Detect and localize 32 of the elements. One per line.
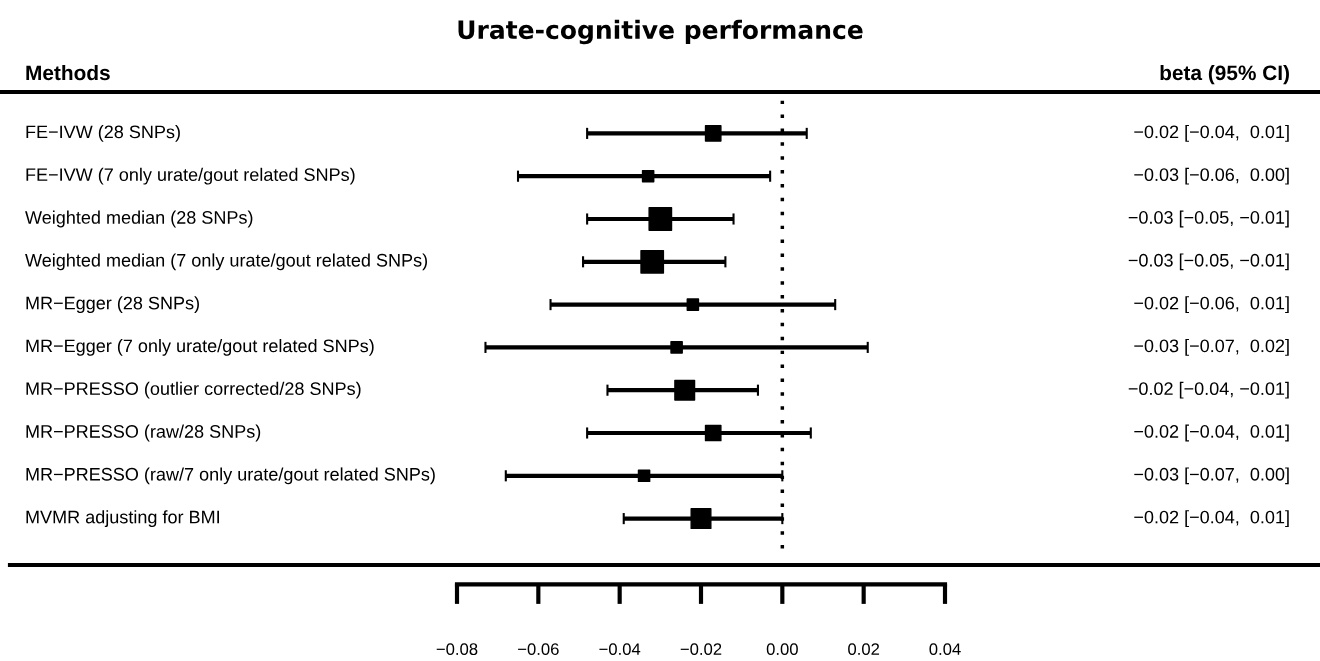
y-tick-label: MVMR adjusting for BMI [26,510,219,528]
y-tick-label: MR−PRESSO (raw/7 only urate/gout related SNPs) [26,467,435,485]
x-tick-label: −0.08 [436,643,478,656]
data-label: −0.03 [−0.07, 0.00] [1134,467,1289,485]
data-label: −0.02 [−0.04, −0.01] [1128,381,1289,399]
y-tick-label: Weighted median (7 only urate/gout related SNPs) [25,253,428,271]
data-label: −0.03 [−0.06, 0.00] [1134,167,1289,185]
data-label: −0.02 [−0.04, 0.01] [1134,424,1289,442]
y-tick-label: FE−IVW (7 only urate/gout related SNPs) [26,167,355,185]
text: beta (95% CI) [1160,64,1289,85]
data-label: −0.02 [−0.04, 0.01] [1134,124,1289,142]
point [704,125,722,142]
data-label: −0.03 [−0.05, −0.01] [1128,210,1289,228]
y-tick-label: MR−Egger (7 only urate/gout related SNPs) [26,338,374,356]
data-label: −0.02 [−0.06, 0.01] [1134,296,1289,314]
y-tick-label: MR−PRESSO (outlier corrected/28 SNPs) [26,381,361,399]
chart-title: Urate-cognitive performance [458,19,863,45]
text: Methods [26,64,110,81]
x-tick-label: −0.02 [680,643,722,656]
x-tick-label: 0.04 [929,643,961,656]
x-tick-label: −0.06 [518,643,559,656]
point [704,424,722,442]
x-tick-label: −0.04 [599,643,641,656]
y-tick-label: Weighted median (28 SNPs) [25,210,253,228]
data-label: −0.02 [−0.04, 0.01] [1134,510,1289,528]
y-tick-label: MR−PRESSO (raw/28 SNPs) [26,424,261,442]
data-label: −0.03 [−0.05, −0.01] [1128,253,1289,271]
x-tick-label: 0.00 [766,643,798,656]
y-tick-label: MR−Egger (28 SNPs) [26,296,199,314]
data-label: −0.03 [−0.07, 0.02] [1134,338,1289,356]
y-tick-label: FE−IVW (28 SNPs) [26,124,180,142]
x-tick-label: 0.02 [848,643,880,656]
